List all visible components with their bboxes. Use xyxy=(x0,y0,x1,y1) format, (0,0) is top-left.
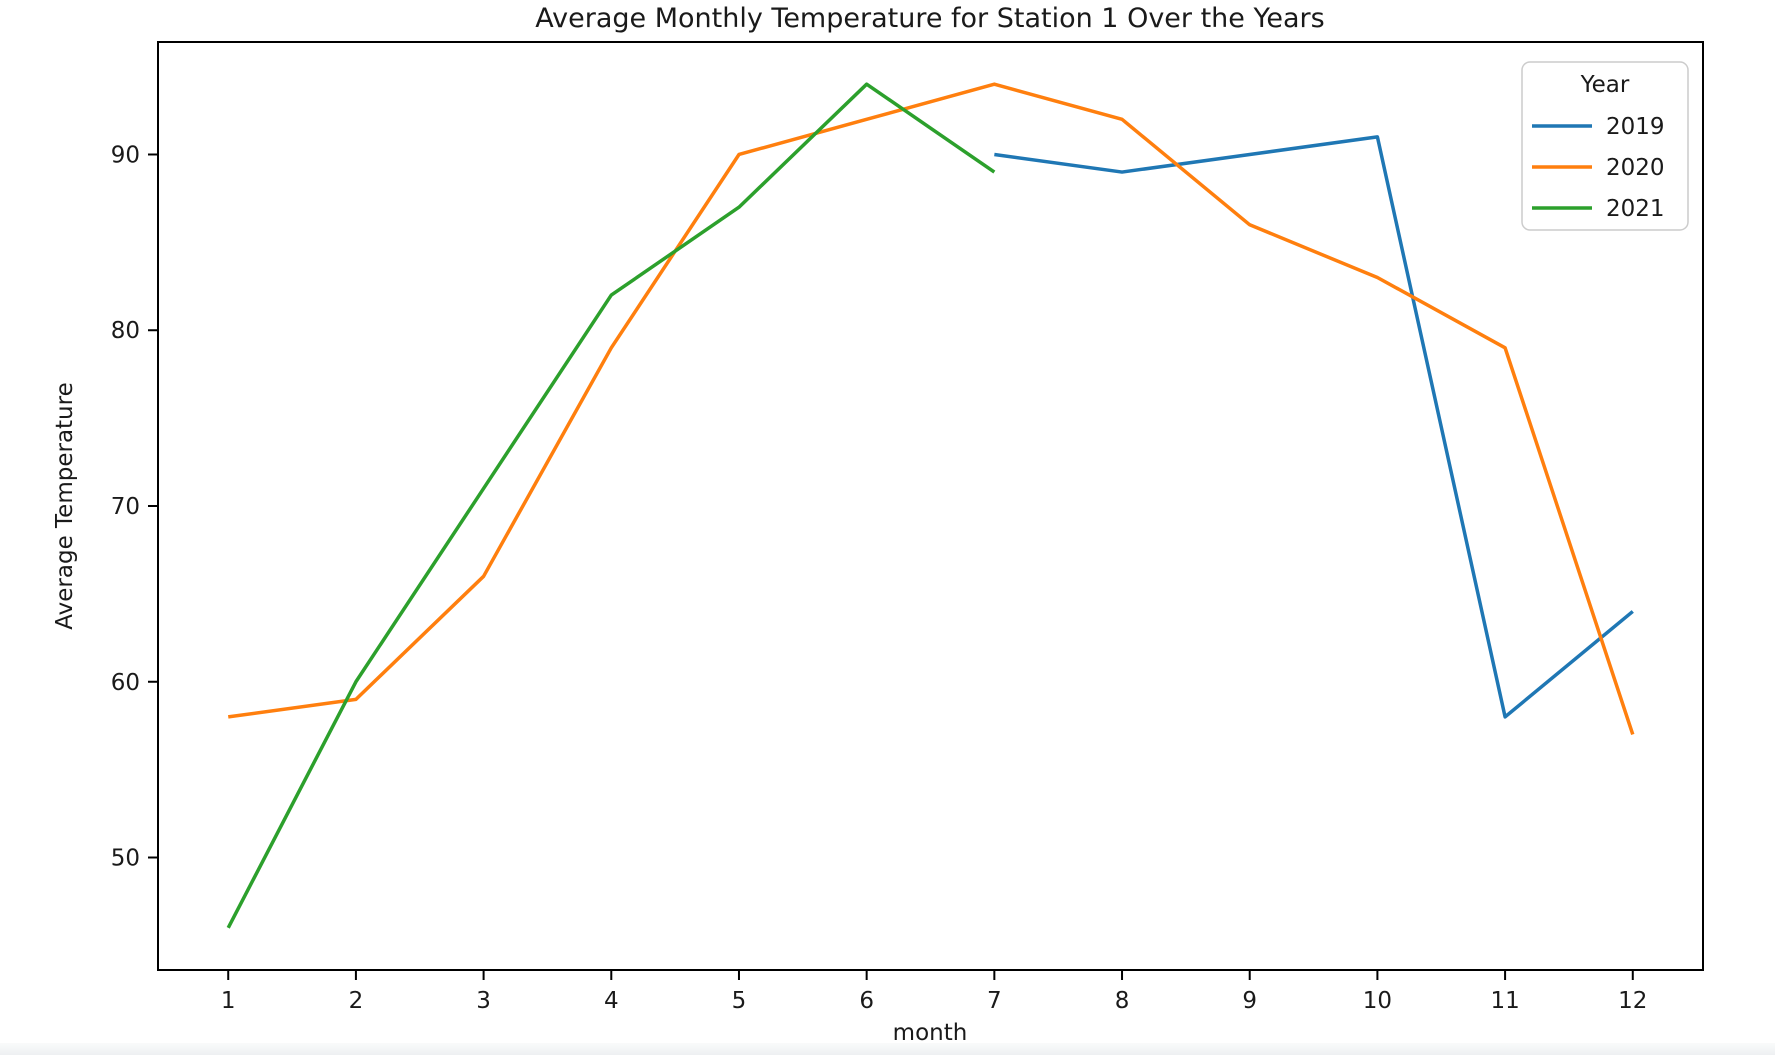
x-tick-label: 6 xyxy=(859,988,874,1014)
x-tick-label: 1 xyxy=(221,988,236,1014)
legend-box xyxy=(1521,61,1689,231)
x-tick-label: 2 xyxy=(349,988,364,1014)
series-line-2019 xyxy=(994,135,1634,719)
series-line-2020 xyxy=(227,82,1635,736)
x-axis-label: month xyxy=(893,1020,968,1046)
window-bottom-edge xyxy=(0,1043,1775,1055)
y-tick-label: 50 xyxy=(111,846,140,872)
chart-title: Average Monthly Temperature for Station … xyxy=(535,3,1324,34)
x-tick-label: 3 xyxy=(476,988,491,1014)
x-tick-label: 10 xyxy=(1363,988,1392,1014)
x-tick-label: 8 xyxy=(1115,988,1130,1014)
y-tick-label: 80 xyxy=(111,318,140,344)
x-tick-label: 12 xyxy=(1618,988,1647,1014)
y-axis-label: Average Temperature xyxy=(52,382,78,629)
x-tick-label: 11 xyxy=(1490,988,1519,1014)
legend-title: Year xyxy=(1580,72,1630,98)
x-tick-label: 5 xyxy=(732,988,747,1014)
legend-label-2019: 2019 xyxy=(1606,114,1665,140)
plot-border xyxy=(157,41,1704,971)
y-tick-label: 90 xyxy=(111,142,140,168)
y-tick-label: 70 xyxy=(111,494,140,520)
x-tick-label: 4 xyxy=(604,988,619,1014)
x-tick-label: 7 xyxy=(987,988,1002,1014)
x-tick-label: 9 xyxy=(1242,988,1257,1014)
legend-label-2020: 2020 xyxy=(1606,155,1665,181)
legend-label-2021: 2021 xyxy=(1606,196,1665,222)
series-line-2021 xyxy=(226,82,996,929)
y-tick-label: 60 xyxy=(111,670,140,696)
